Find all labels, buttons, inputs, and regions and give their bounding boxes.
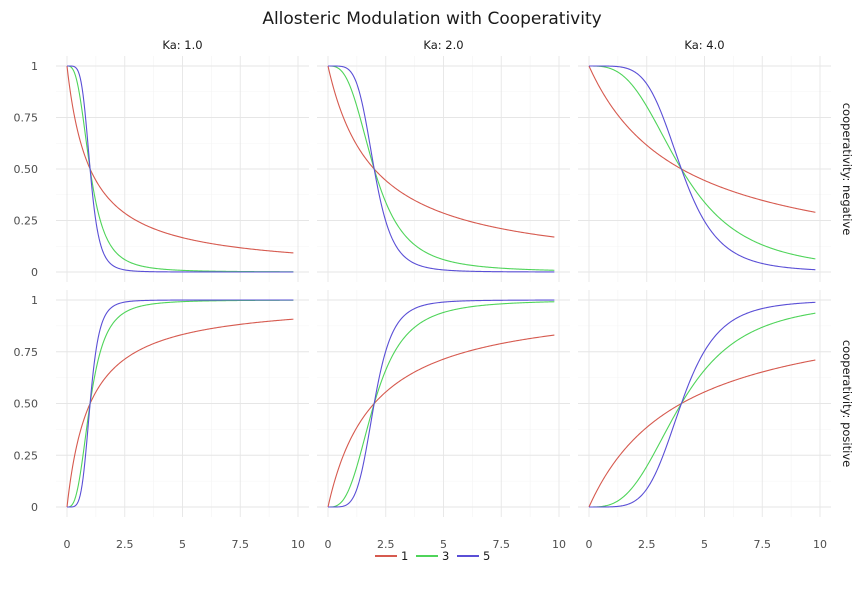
y-tick-label: 0.25 bbox=[14, 449, 39, 462]
facet-panels: 0 0.25 0.50 0.75 1 Ka: 1.0 Ka: 2.0 Ka: 4.0 coope… bbox=[14, 38, 855, 551]
facet-column-label: Ka: 2.0 bbox=[423, 38, 463, 52]
x-tick-label: 5 bbox=[701, 538, 708, 551]
series-line-1 bbox=[588, 359, 816, 508]
chart-title: Allosteric Modulation with Cooperativity bbox=[262, 9, 601, 29]
legend: 1 3 5 bbox=[375, 549, 490, 563]
series-line-5 bbox=[589, 65, 816, 271]
x-tick-label: 0 bbox=[586, 538, 593, 551]
x-tick-label: 0 bbox=[64, 538, 71, 551]
x-tick-label: 7.5 bbox=[754, 538, 772, 551]
series-line-5 bbox=[589, 301, 816, 508]
x-tick-label: 7.5 bbox=[493, 538, 511, 551]
x-tick-label: 10 bbox=[813, 538, 827, 551]
facet-row-label: cooperativity: negative bbox=[840, 103, 854, 236]
panel-negative-ka-2: Ka: 2.0 bbox=[317, 38, 570, 282]
y-tick-label: 0 bbox=[31, 501, 38, 514]
x-tick-label: 2.5 bbox=[638, 538, 656, 551]
series-line-1 bbox=[588, 65, 816, 213]
series-line-5 bbox=[67, 299, 294, 508]
series-line-3 bbox=[328, 65, 555, 271]
series-line-5 bbox=[328, 299, 555, 508]
legend-label: 5 bbox=[483, 549, 490, 563]
series-line-5 bbox=[67, 65, 294, 273]
legend-label: 1 bbox=[401, 549, 408, 563]
y-tick-label: 1 bbox=[31, 60, 38, 73]
x-tick-label: 5 bbox=[179, 538, 186, 551]
panel-negative-ka-4: Ka: 4.0 cooperativity: negative bbox=[578, 38, 854, 282]
y-tick-label: 0.50 bbox=[14, 398, 39, 411]
y-tick-label: 1 bbox=[31, 294, 38, 307]
series-line-3 bbox=[589, 312, 816, 508]
series-line-1 bbox=[66, 318, 294, 508]
facet-column-label: Ka: 4.0 bbox=[684, 38, 724, 52]
x-tick-label: 0 bbox=[325, 538, 332, 551]
panel-positive-ka-2: 0 2.5 5 7.5 10 bbox=[317, 290, 570, 551]
facet-column-label: Ka: 1.0 bbox=[162, 38, 202, 52]
series-line-1 bbox=[66, 65, 294, 254]
facet-row-label: cooperativity: positive bbox=[840, 340, 854, 467]
y-tick-label: 0 bbox=[31, 266, 38, 279]
legend-label: 3 bbox=[442, 549, 449, 563]
y-tick-label: 0.50 bbox=[14, 163, 39, 176]
series-line-1 bbox=[327, 65, 555, 238]
series-line-5 bbox=[328, 65, 555, 273]
y-tick-label: 0.75 bbox=[14, 346, 39, 359]
panel-positive-ka-4: 0 2.5 5 7.5 10 cooperativity: positive bbox=[578, 290, 854, 551]
x-tick-label: 5 bbox=[440, 538, 447, 551]
panel-negative-ka-1: 0 0.25 0.50 0.75 1 Ka: 1.0 bbox=[14, 38, 309, 282]
x-tick-label: 2.5 bbox=[377, 538, 395, 551]
series-line-3 bbox=[328, 301, 555, 508]
x-tick-label: 2.5 bbox=[116, 538, 134, 551]
y-tick-label: 0.75 bbox=[14, 112, 39, 125]
x-tick-label: 10 bbox=[552, 538, 566, 551]
series-line-3 bbox=[589, 65, 816, 260]
legend-item-5: 5 bbox=[457, 549, 490, 563]
series-line-1 bbox=[327, 334, 555, 508]
y-tick-label: 0.25 bbox=[14, 215, 39, 228]
legend-item-3: 3 bbox=[416, 549, 449, 563]
x-tick-label: 7.5 bbox=[232, 538, 250, 551]
legend-item-1: 1 bbox=[375, 549, 408, 563]
x-tick-label: 10 bbox=[291, 538, 305, 551]
